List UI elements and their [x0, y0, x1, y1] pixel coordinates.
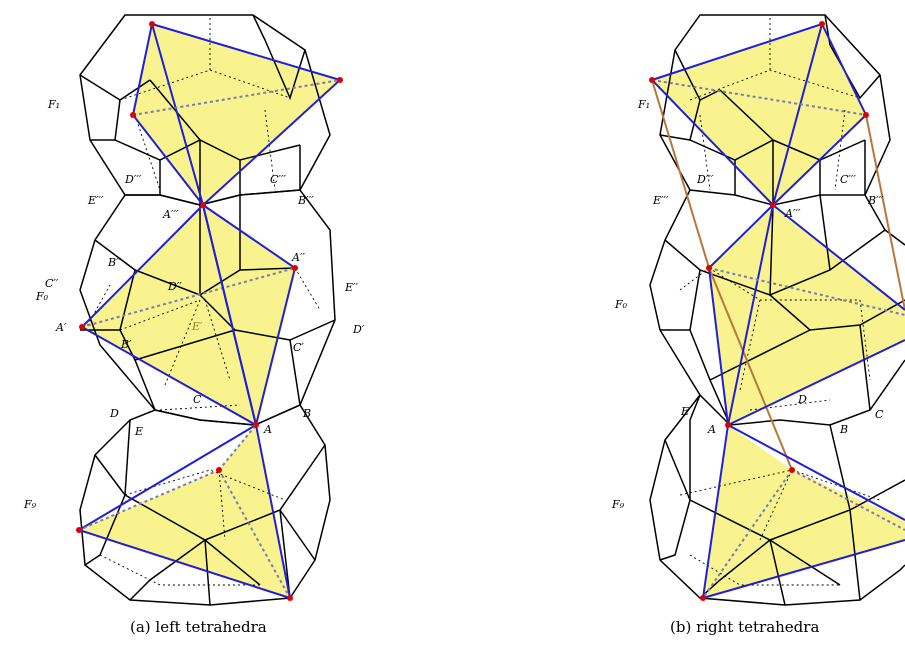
label-A: A — [263, 423, 272, 436]
label-right-Cppp: C′′′ — [840, 173, 856, 186]
label-App: A′′ — [291, 251, 305, 264]
label-right-C: C — [875, 408, 884, 421]
label-E: E — [134, 425, 143, 438]
left-tetrahedra — [76, 22, 342, 600]
label-Cp: C′ — [293, 341, 304, 354]
label-B: B — [302, 407, 311, 420]
right-tetrahedra — [650, 22, 905, 599]
left-mid-face — [82, 205, 295, 425]
label-F1: F₁ — [47, 98, 60, 111]
right-figure: F₁ F₀ F₉ D′′′ C′′′ E′′′ B′′′ A′′′ D E A … — [611, 14, 905, 636]
caption-right: (b) right tetrahedra — [670, 618, 819, 636]
label-right-F9: F₉ — [611, 498, 625, 511]
left-labels: F₁ F₀ F₉ D′′′ C′′′ E′′′ B′′′ A′′′ B′′ A′… — [23, 98, 365, 511]
label-Cpp: C′′ — [45, 277, 59, 290]
label-right-F0: F₀ — [614, 298, 628, 311]
label-Bppp: B′′′ — [297, 194, 314, 207]
label-right-Eppp: E′′′ — [652, 194, 669, 207]
label-Bp: B′ — [120, 338, 132, 351]
label-Dpp: D′′ — [167, 280, 182, 293]
label-F0: F₀ — [35, 290, 49, 303]
right-mid-edges — [649, 189, 905, 426]
right-bot-face — [703, 425, 905, 598]
left-figure: F₁ F₀ F₉ D′′′ C′′′ E′′′ B′′′ A′′′ B′′ A′… — [23, 14, 365, 636]
right-connectors — [651, 79, 905, 471]
left-vertices — [76, 21, 343, 601]
right-labels: F₁ F₀ F₉ D′′′ C′′′ E′′′ B′′′ A′′′ D E A … — [611, 98, 884, 511]
label-right-Dppp: D′′′ — [696, 173, 714, 186]
left-bot-face — [79, 425, 290, 598]
right-vertices — [649, 21, 869, 601]
right-top-face — [652, 24, 866, 205]
label-Ep: E′ — [191, 320, 203, 333]
label-Dppp: D′′′ — [124, 173, 142, 186]
label-Ap: A′ — [55, 321, 67, 334]
label-right-A: A — [707, 423, 716, 436]
label-right-F1: F₁ — [637, 98, 650, 111]
label-Epp: E′′ — [344, 281, 359, 294]
label-D: D — [109, 407, 119, 420]
label-Appp: A′′′ — [162, 208, 179, 221]
label-Cppp: C′′′ — [270, 173, 286, 186]
label-Eppp: E′′′ — [87, 194, 104, 207]
label-right-Bppp: B′′′ — [867, 194, 884, 207]
caption-left: (a) left tetrahedra — [130, 618, 267, 636]
label-F9: F₉ — [23, 498, 37, 511]
label-right-B: B — [839, 423, 848, 436]
label-right-Appp: A′′′ — [784, 207, 801, 220]
label-right-D: D — [797, 393, 807, 406]
left-top-face — [133, 24, 340, 205]
right-mid-face — [709, 205, 905, 425]
label-C: C — [193, 393, 202, 406]
label-right-E: E — [680, 405, 689, 418]
left-hidden-edges — [84, 18, 321, 586]
label-Bpp: B′′ — [107, 256, 122, 269]
label-Dp: D′ — [352, 323, 365, 336]
